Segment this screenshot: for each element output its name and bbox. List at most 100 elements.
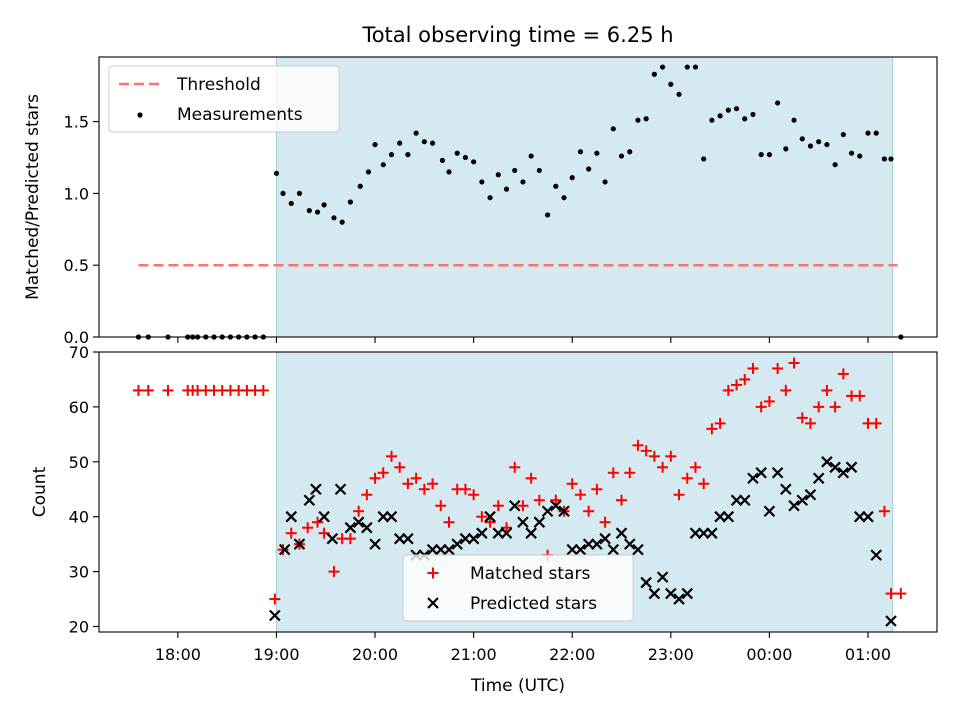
predicted-star-point — [623, 538, 636, 550]
predicted-star-point — [517, 516, 529, 528]
matched-star-point — [673, 489, 685, 501]
matched-star-point — [410, 472, 422, 484]
measurement-point — [758, 152, 764, 158]
measurement-point — [331, 215, 337, 221]
matched-star-point — [895, 588, 907, 600]
x-tick-label: 18:00 — [155, 645, 201, 664]
predicted-star-point — [656, 571, 669, 583]
matched-star-point — [566, 478, 578, 490]
measurement-point — [881, 156, 888, 162]
predicted-star-point — [269, 609, 281, 622]
measurement-point — [347, 199, 353, 205]
bottom-legend-box — [402, 554, 634, 622]
measurement-point — [701, 156, 707, 162]
predicted-star-point — [443, 543, 455, 556]
predicted-star-point — [706, 527, 718, 539]
matched-star-point — [328, 566, 340, 578]
bottom-y-tick-label: 70 — [69, 343, 89, 362]
measurement-point — [873, 130, 879, 136]
predicted-star-point — [293, 538, 306, 550]
matched-star-point — [500, 522, 512, 534]
measurement-point — [577, 149, 584, 155]
measurement-point — [799, 136, 805, 142]
matched-star-point — [269, 593, 281, 605]
figure-title: Total observing time = 6.25 h — [361, 23, 673, 47]
bottom-y-tick-label: 60 — [69, 398, 89, 417]
measurement-point — [684, 64, 690, 70]
legend-matched-label: Matched stars — [470, 564, 590, 584]
predicted-star-point — [303, 494, 316, 507]
measurement-point — [512, 167, 518, 174]
matched-star-point — [509, 461, 521, 473]
predicted-star-point — [451, 538, 463, 550]
matched-star-point — [837, 368, 849, 380]
matched-star-point — [574, 489, 586, 501]
bottom-y-tick-label: 50 — [69, 453, 89, 472]
x-tick-label: 21:00 — [451, 645, 497, 664]
measurement-point — [692, 64, 699, 70]
bottom-legend: Matched stars Predicted stars — [402, 554, 634, 622]
top-y-tick-label: 1.5 — [64, 113, 89, 132]
predicted-star-point — [591, 538, 603, 550]
matched-star-point — [698, 478, 710, 490]
matched-star-point — [418, 483, 430, 495]
legend-predicted-marker — [427, 597, 439, 609]
matched-star-point — [142, 384, 154, 396]
matched-star-point — [780, 384, 792, 396]
measurement-point — [561, 195, 567, 201]
legend-matched-marker — [427, 567, 439, 579]
legend-measurements-label: Measurements — [177, 105, 303, 125]
measurement-point — [471, 159, 477, 165]
legend-predicted-label: Predicted stars — [470, 594, 597, 614]
predicted-star-point — [318, 510, 330, 523]
matched-star-point — [402, 478, 414, 490]
matched-star-point — [517, 500, 529, 512]
matched-star-point — [821, 384, 833, 396]
measurement-point — [372, 141, 378, 148]
matched-star-point — [813, 401, 825, 413]
matched-star-point — [731, 379, 743, 391]
matched-star-point — [804, 417, 816, 429]
matched-star-point — [394, 461, 406, 473]
matched-star-point — [353, 505, 365, 517]
x-tick-label: 23:00 — [648, 645, 694, 664]
measurement-point — [421, 139, 427, 145]
top-y-axis-label: Matched/Predicted stars — [23, 94, 43, 300]
predicted-star-point — [361, 521, 373, 534]
matched-star-point — [344, 533, 356, 545]
matched-star-point — [361, 489, 373, 501]
matched-star-point — [599, 516, 611, 528]
measurement-point — [857, 153, 863, 159]
bottom-frame — [98, 351, 938, 633]
measurement-point — [742, 116, 748, 122]
measurement-point — [643, 116, 649, 122]
predicted-star-point — [829, 461, 841, 474]
matched-star-point — [689, 461, 701, 473]
measurement-point — [569, 175, 575, 181]
matched-star-point — [533, 494, 545, 506]
matched-star-point — [772, 362, 784, 374]
measurement-point — [536, 167, 542, 174]
predicted-star-point — [780, 483, 792, 496]
predicted-star-point — [352, 516, 365, 528]
x-tick-label: 20:00 — [352, 645, 398, 664]
predicted-star-point — [500, 527, 513, 539]
measurement-point — [321, 202, 327, 208]
matched-star-point — [476, 511, 488, 523]
matched-star-point — [648, 450, 660, 462]
matched-star-point — [788, 357, 800, 369]
legend-matched-swatch — [427, 567, 439, 579]
measurement-point — [750, 111, 756, 118]
predicted-star-point — [862, 510, 874, 523]
predicted-star-point — [541, 505, 554, 517]
matched-star-point — [763, 395, 775, 407]
measurement-point — [388, 152, 395, 158]
predicted-star-point — [278, 543, 291, 556]
matched-star-point — [796, 412, 808, 424]
matched-star-point — [632, 439, 644, 451]
measurement-point — [766, 152, 773, 158]
predicted-star-point — [310, 483, 322, 496]
matched-star-point — [443, 516, 455, 528]
matched-star-point — [829, 401, 841, 413]
